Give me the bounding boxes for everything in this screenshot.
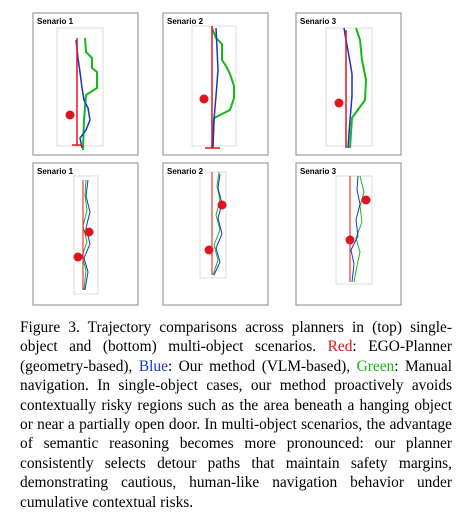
panel-label: Senario 2 [167, 17, 204, 26]
manual-trajectory [349, 27, 368, 149]
obstacle-marker [361, 195, 371, 205]
obstacle-marker [199, 94, 209, 104]
panel-top-1: Senario 1 [32, 12, 139, 156]
legend-red-text: : EGO-Planner (geometry-based), [20, 338, 452, 375]
manual-trajectory [211, 27, 235, 149]
panel-top-3: Senario 3 [295, 12, 402, 156]
obstacle-marker [204, 245, 214, 255]
panel-top-2: Senario 2 [162, 12, 269, 156]
legend-green-text: : Manual navigation. [20, 357, 452, 395]
our-method-trajectory [350, 175, 361, 283]
panel-bottom-1: Senario 1 [32, 162, 139, 306]
legend-green-label: Green [356, 357, 395, 375]
our-method-trajectory [75, 39, 91, 149]
obstacle-marker [345, 235, 355, 245]
manual-trajectory [82, 37, 98, 151]
legend-red-label: Red [327, 338, 353, 356]
obstacle-marker [84, 227, 94, 237]
our-method-trajectory [213, 173, 223, 276]
panel-label: Senario 2 [167, 167, 204, 176]
our-method-trajectory [212, 27, 219, 149]
panel-label: Senario 3 [300, 167, 337, 176]
panel-bottom-3: Senario 3 [295, 162, 402, 306]
trajectory-figure: Senario 1 Senario 2 Senario 3 Senario 1 [32, 12, 402, 306]
obstacle-marker [217, 200, 227, 210]
obstacle-marker [73, 252, 83, 262]
caption-body: In single-object cases, our method proac… [20, 377, 452, 511]
figure-caption: Figure 3. Trajectory comparisons across … [20, 318, 452, 512]
manual-trajectory [353, 175, 365, 283]
caption-prefix: Figure 3. Trajectory comparisons across … [20, 319, 452, 356]
obstacle-marker [334, 98, 344, 108]
legend-blue-text: : Our method (VLM-based), [167, 357, 351, 375]
panel-label: Senario 3 [300, 17, 337, 26]
obstacle-marker [65, 110, 75, 120]
legend-blue-label: Blue [138, 357, 168, 375]
panel-label: Senario 1 [37, 167, 74, 176]
panel-label: Senario 1 [37, 17, 74, 26]
manual-trajectory [212, 171, 221, 276]
panel-bottom-2: Senario 2 [162, 162, 269, 306]
